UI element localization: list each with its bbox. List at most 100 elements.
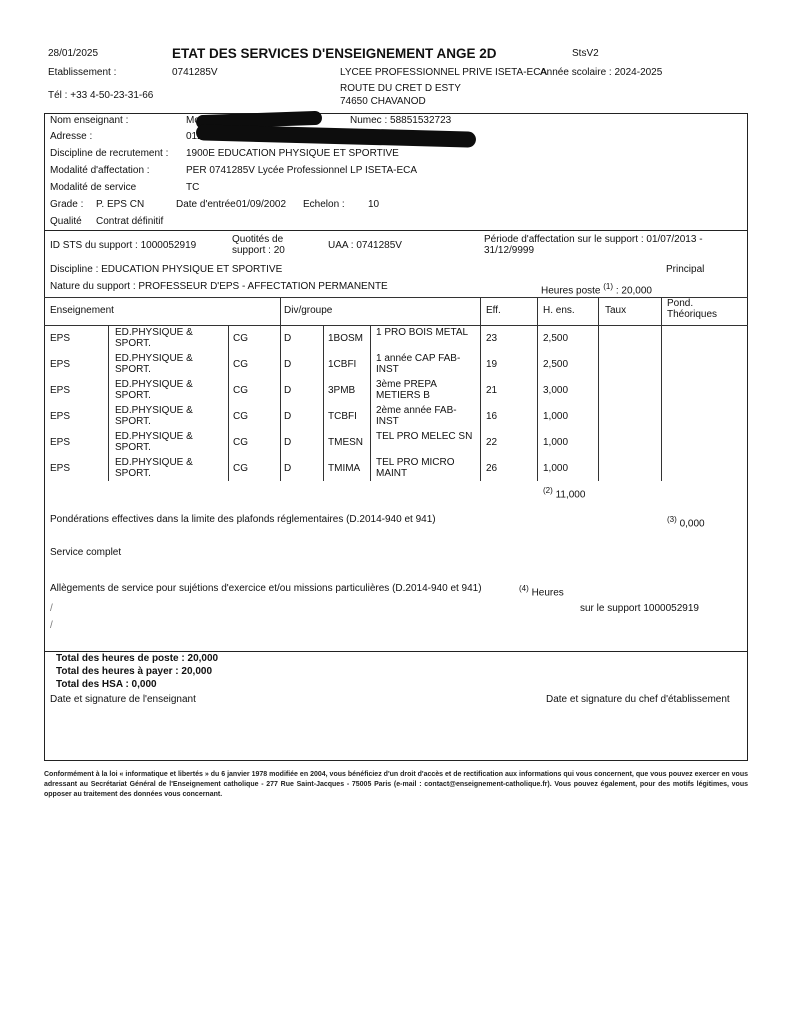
print-date: 28/01/2025: [48, 48, 99, 59]
support-box: [44, 230, 748, 761]
legal-notice: Conformément à la loi « informatique et …: [44, 771, 748, 798]
total-payer: Total des heures à payer : 20,000: [56, 666, 213, 677]
echelon-value: 10: [368, 199, 380, 210]
sur-support: sur le support 1000052919: [580, 603, 699, 614]
th-enseignement: Enseignement: [50, 305, 114, 316]
ponderations-text: Pondérations effectives dans la limite d…: [50, 514, 436, 525]
entry-value: 01/09/2002: [236, 199, 287, 210]
note-2: (2): [543, 486, 553, 495]
service-complet: Service complet: [50, 547, 122, 558]
th-eff: Eff.: [486, 305, 501, 316]
support-id: ID STS du support : 1000052919: [50, 240, 197, 251]
cell-hens: 1,000: [543, 411, 569, 422]
th-hens: H. ens.: [543, 305, 575, 316]
allegements-unit: Heures: [531, 587, 564, 599]
discipline-label: Discipline de recrutement :: [50, 148, 169, 159]
cell-matiere: ED.PHYSIQUE & SPORT.: [115, 431, 193, 453]
cell-libelle: TEL PRO MICRO MAINT: [376, 457, 455, 479]
heures-poste: Heures poste (1) : 20,000: [541, 281, 652, 297]
cell-division: TMESN: [328, 437, 363, 448]
cell-libelle: 1 année CAP FAB-INST: [376, 353, 461, 375]
allegements: (4) Heures: [519, 583, 564, 599]
grade-value: P. EPS CN: [96, 199, 145, 210]
support-nature: Nature du support : PROFESSEUR D'EPS - A…: [50, 281, 388, 292]
cell-modalite: CG: [233, 359, 248, 370]
cell-libelle: TEL PRO MELEC SN: [376, 431, 473, 442]
principal: Principal: [666, 264, 705, 275]
slash-mark: /: [50, 620, 53, 631]
slash-mark: /: [50, 603, 53, 614]
table-total: (2) 11,000: [543, 485, 585, 501]
address-line1: ROUTE DU CRET D ESTY: [340, 83, 461, 94]
cell-matiere: ED.PHYSIQUE & SPORT.: [115, 405, 193, 427]
affectation-value: PER 0741285V Lycée Professionnel LP ISET…: [186, 165, 418, 176]
th-taux: Taux: [605, 305, 627, 316]
etablissement-label: Etablissement :: [48, 67, 117, 78]
cell-modalite: CG: [233, 437, 248, 448]
cell-matiere: ED.PHYSIQUE & SPORT.: [115, 457, 193, 479]
note-3: (3): [667, 515, 677, 524]
cell-type: D: [284, 333, 292, 344]
note-1: (1): [603, 282, 614, 291]
cell-enseignement: EPS: [50, 385, 71, 396]
col-line: [280, 297, 281, 481]
form-code: StsV2: [572, 48, 599, 59]
cell-modalite: CG: [233, 411, 248, 422]
cell-hens: 1,000: [543, 463, 569, 474]
col-line: [323, 325, 324, 481]
cell-matiere: ED.PHYSIQUE & SPORT.: [115, 379, 193, 401]
address-value: 012: [186, 131, 203, 142]
school-name: LYCEE PROFESSIONNEL PRIVE ISETA-ECA: [340, 67, 548, 78]
cell-division: 1BOSM: [328, 333, 364, 344]
cell-libelle: 2ème année FAB-INST: [376, 405, 457, 427]
total-hsa: Total des HSA : 0,000: [56, 679, 157, 690]
cell-hens: 1,000: [543, 437, 569, 448]
quotites: Quotités de support : 20: [232, 234, 285, 256]
discipline-value: 1900E EDUCATION PHYSIQUE ET SPORTIVE: [186, 148, 399, 159]
cell-libelle: 3ème PREPA METIERS B: [376, 379, 437, 401]
school-year: Année scolaire : 2024-2025: [540, 67, 663, 78]
cell-division: TMIMA: [328, 463, 361, 474]
total-poste: Total des heures de poste : 20,000: [56, 653, 219, 664]
cell-type: D: [284, 385, 292, 396]
cell-enseignement: EPS: [50, 333, 71, 344]
cell-enseignement: EPS: [50, 463, 71, 474]
echelon-label: Echelon :: [303, 199, 345, 210]
cell-division: 3PMB: [328, 385, 356, 396]
col-line: [598, 297, 599, 481]
cell-libelle: 1 PRO BOIS METAL: [376, 327, 469, 338]
table-total-value: 11,000: [555, 489, 586, 501]
th-pond: Pond. Théoriques: [667, 298, 718, 320]
qualite-label: Qualité: [50, 216, 82, 227]
cell-hens: 2,500: [543, 359, 569, 370]
numec: Numec : 58851532723: [350, 115, 452, 126]
totals-divider: [44, 651, 748, 652]
allegements-text: Allègements de service pour sujétions d'…: [50, 583, 482, 594]
col-line: [480, 297, 481, 481]
col-line: [228, 325, 229, 481]
table-top-line: [44, 297, 748, 298]
qualite-value: Contrat définitif: [96, 216, 164, 227]
periode: Période d'affectation sur le support : 0…: [484, 234, 703, 256]
cell-modalite: CG: [233, 385, 248, 396]
col-line: [537, 297, 538, 481]
col-line: [661, 297, 662, 481]
heures-poste-label: Heures poste: [541, 285, 601, 297]
cell-modalite: CG: [233, 333, 248, 344]
cell-eff: 21: [486, 385, 498, 396]
cell-matiere: ED.PHYSIQUE & SPORT.: [115, 327, 193, 349]
sign-head: Date et signature du chef d'établissemen…: [546, 694, 730, 705]
etablissement-value: 0741285V: [172, 67, 218, 78]
cell-enseignement: EPS: [50, 437, 71, 448]
cell-enseignement: EPS: [50, 359, 71, 370]
affectation-label: Modalité d'affectation :: [50, 165, 150, 176]
th-divgroupe: Div/groupe: [284, 305, 333, 316]
cell-type: D: [284, 437, 292, 448]
cell-hens: 2,500: [543, 333, 569, 344]
page-title: ETAT DES SERVICES D'ENSEIGNEMENT ANGE 2D: [172, 46, 497, 61]
entry-label: Date d'entrée: [176, 199, 236, 210]
service-label: Modalité de service: [50, 182, 137, 193]
heures-poste-value: : 20,000: [615, 285, 652, 297]
cell-eff: 26: [486, 463, 498, 474]
table-header-line: [44, 325, 748, 326]
